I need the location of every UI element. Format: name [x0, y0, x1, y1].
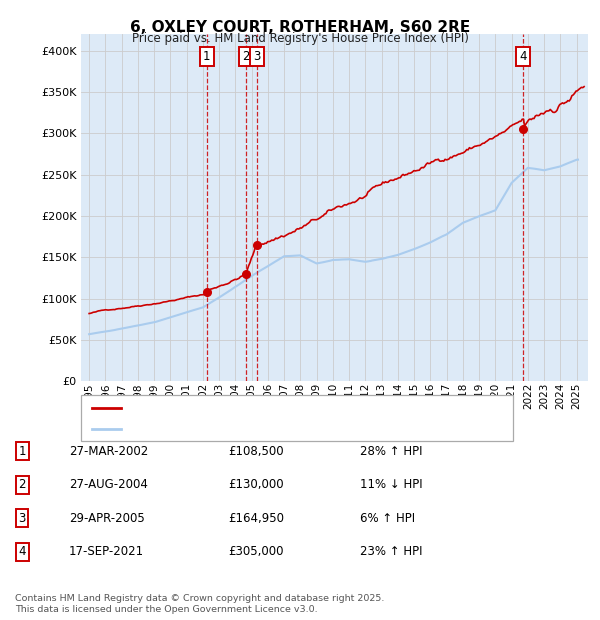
Text: Contains HM Land Registry data © Crown copyright and database right 2025.: Contains HM Land Registry data © Crown c… [15, 595, 385, 603]
Text: 1: 1 [19, 445, 26, 458]
Text: 28% ↑ HPI: 28% ↑ HPI [360, 445, 422, 458]
Text: 6% ↑ HPI: 6% ↑ HPI [360, 512, 415, 525]
Text: 4: 4 [520, 50, 527, 63]
Text: £108,500: £108,500 [228, 445, 284, 458]
Text: 11% ↓ HPI: 11% ↓ HPI [360, 479, 422, 491]
Text: 27-AUG-2004: 27-AUG-2004 [69, 479, 148, 491]
Text: 3: 3 [253, 50, 260, 63]
Text: £164,950: £164,950 [228, 512, 284, 525]
Text: 6, OXLEY COURT, ROTHERHAM, S60 2RE: 6, OXLEY COURT, ROTHERHAM, S60 2RE [130, 20, 470, 35]
Text: £130,000: £130,000 [228, 479, 284, 491]
Text: Price paid vs. HM Land Registry's House Price Index (HPI): Price paid vs. HM Land Registry's House … [131, 32, 469, 45]
Text: 29-APR-2005: 29-APR-2005 [69, 512, 145, 525]
Text: 2: 2 [242, 50, 250, 63]
Text: 1: 1 [203, 50, 211, 63]
Text: 2: 2 [19, 479, 26, 491]
Text: 23% ↑ HPI: 23% ↑ HPI [360, 546, 422, 558]
Text: This data is licensed under the Open Government Licence v3.0.: This data is licensed under the Open Gov… [15, 605, 317, 614]
Text: 6, OXLEY COURT, ROTHERHAM, S60 2RE (detached house): 6, OXLEY COURT, ROTHERHAM, S60 2RE (deta… [127, 403, 446, 413]
Text: 27-MAR-2002: 27-MAR-2002 [69, 445, 148, 458]
Text: HPI: Average price, detached house, Rotherham: HPI: Average price, detached house, Roth… [127, 424, 389, 435]
Text: 4: 4 [19, 546, 26, 558]
Text: 17-SEP-2021: 17-SEP-2021 [69, 546, 144, 558]
Text: 3: 3 [19, 512, 26, 525]
Text: £305,000: £305,000 [228, 546, 284, 558]
